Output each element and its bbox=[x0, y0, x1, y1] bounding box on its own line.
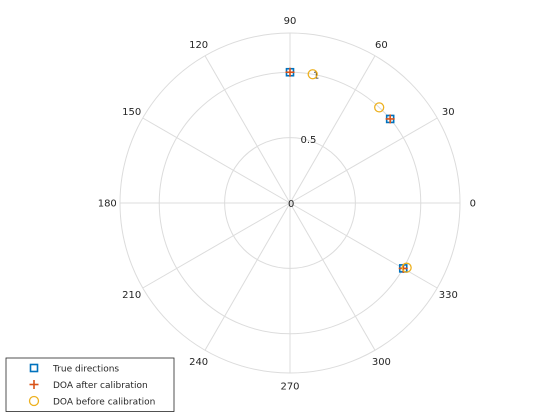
angle-tick-label: 150 bbox=[122, 107, 141, 118]
angle-tick-label: 210 bbox=[122, 290, 141, 301]
grid-spoke bbox=[289, 202, 376, 351]
angle-tick-label: 180 bbox=[98, 199, 117, 210]
legend-entry: True directions bbox=[52, 364, 119, 374]
angle-tick-label: 270 bbox=[280, 381, 299, 392]
data-point-plus bbox=[385, 114, 395, 124]
grid-spoke bbox=[204, 55, 291, 204]
radial-tick-label: 0.5 bbox=[300, 135, 316, 146]
data-point-plus bbox=[285, 67, 295, 77]
grid-spoke bbox=[142, 202, 291, 289]
angle-tick-label: 0 bbox=[470, 199, 476, 210]
angle-tick-label: 300 bbox=[372, 357, 391, 368]
data-markers bbox=[285, 67, 412, 273]
angle-tick-label: 330 bbox=[439, 290, 458, 301]
data-point-circle bbox=[374, 102, 385, 113]
axis-labels: 0 30 60 90 120 150 180 210 240 270 300 330 0 0.5 1 bbox=[98, 16, 476, 393]
legend-marker-square bbox=[29, 363, 39, 373]
data-point-circle bbox=[401, 262, 412, 273]
grid-spoke bbox=[142, 117, 291, 204]
angle-tick-label: 90 bbox=[284, 16, 297, 27]
legend-marker-plus bbox=[29, 380, 39, 389]
grid-spoke bbox=[289, 55, 376, 204]
radial-tick-label: 0 bbox=[288, 199, 294, 210]
angle-tick-label: 60 bbox=[375, 40, 388, 51]
legend-entry: DOA before calibration bbox=[53, 397, 155, 407]
angle-tick-label: 240 bbox=[189, 357, 208, 368]
angle-tick-label: 30 bbox=[442, 107, 455, 118]
radial-tick-label: 1 bbox=[313, 71, 319, 82]
angle-tick-label: 120 bbox=[189, 40, 208, 51]
series-circle bbox=[307, 69, 412, 273]
grid-spoke bbox=[204, 202, 291, 351]
grid-spoke bbox=[289, 117, 438, 204]
legend-entry: DOA after calibration bbox=[53, 381, 148, 391]
grid-spoke bbox=[289, 202, 438, 289]
legend-marker-circle bbox=[28, 395, 40, 407]
data-point-circle bbox=[307, 69, 318, 80]
legend: True directions DOA after calibration DOA … bbox=[5, 357, 175, 412]
